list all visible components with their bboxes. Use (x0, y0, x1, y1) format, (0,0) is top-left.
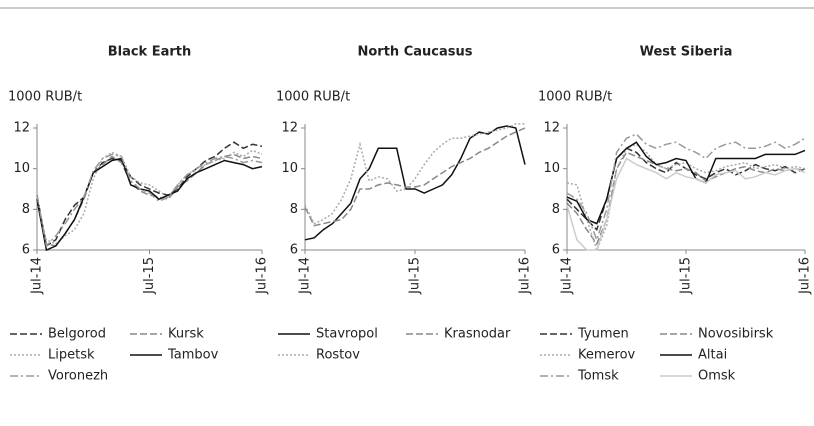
legend-label: Omsk (698, 369, 736, 384)
series-line (304, 123, 525, 225)
chart-title: Black Earth (108, 45, 192, 60)
legend-label: Tomsk (577, 369, 619, 384)
legend-label: Belgorod (48, 327, 106, 342)
chart-title: West Siberia (640, 45, 733, 60)
series-line (566, 143, 806, 253)
y-axis-label: 1000 RUB/t (276, 90, 350, 105)
legend-label: Novosibirsk (698, 327, 774, 342)
y-tick-label: 12 (281, 121, 298, 136)
legend-label: Kemerov (578, 348, 636, 363)
series-line (304, 125, 526, 241)
x-tick-label: Jul-14 (560, 257, 575, 295)
legend-label: Lipetsk (48, 348, 95, 363)
x-tick-label: Jul-15 (408, 257, 423, 295)
series-line (36, 153, 263, 248)
legend-label: Krasnodar (444, 327, 511, 342)
y-tick-label: 10 (281, 161, 298, 176)
y-tick-label: 6 (552, 243, 560, 258)
series-line (304, 127, 526, 227)
legend-label: Tambov (167, 348, 219, 363)
y-tick-label: 8 (290, 202, 298, 217)
legend-label: Rostov (316, 348, 360, 363)
legend-label: Altai (698, 348, 727, 363)
y-axis-label: 1000 RUB/t (8, 90, 82, 105)
y-axis-label: 1000 RUB/t (538, 90, 612, 105)
y-tick-label: 6 (290, 243, 298, 258)
y-tick-label: 10 (543, 161, 560, 176)
series-line (36, 141, 263, 248)
x-tick-label: Jul-15 (679, 257, 694, 295)
legend-label: Voronezh (48, 369, 108, 384)
y-tick-label: 8 (552, 202, 560, 217)
y-tick-label: 12 (13, 121, 30, 136)
x-tick-label: Jul-15 (142, 257, 157, 295)
y-tick-label: 10 (13, 161, 30, 176)
series-line (36, 153, 263, 247)
legend-label: Kursk (168, 327, 204, 342)
y-tick-label: 6 (22, 243, 30, 258)
legend-label: Tyumen (577, 327, 629, 342)
x-tick-label: Jul-16 (518, 257, 533, 295)
series-line (566, 133, 806, 243)
x-tick-label: Jul-14 (298, 257, 313, 295)
chart-title: North Caucasus (358, 45, 473, 60)
x-tick-label: Jul-14 (30, 257, 45, 295)
series-line (566, 141, 806, 225)
y-tick-label: 8 (22, 202, 30, 217)
legend-label: Stavropol (316, 327, 378, 342)
x-tick-label: Jul-16 (798, 257, 813, 295)
x-tick-label: Jul-16 (255, 257, 270, 295)
y-tick-label: 12 (543, 121, 560, 136)
series-line (36, 157, 263, 252)
series-line (36, 149, 263, 245)
series-line (566, 157, 806, 251)
